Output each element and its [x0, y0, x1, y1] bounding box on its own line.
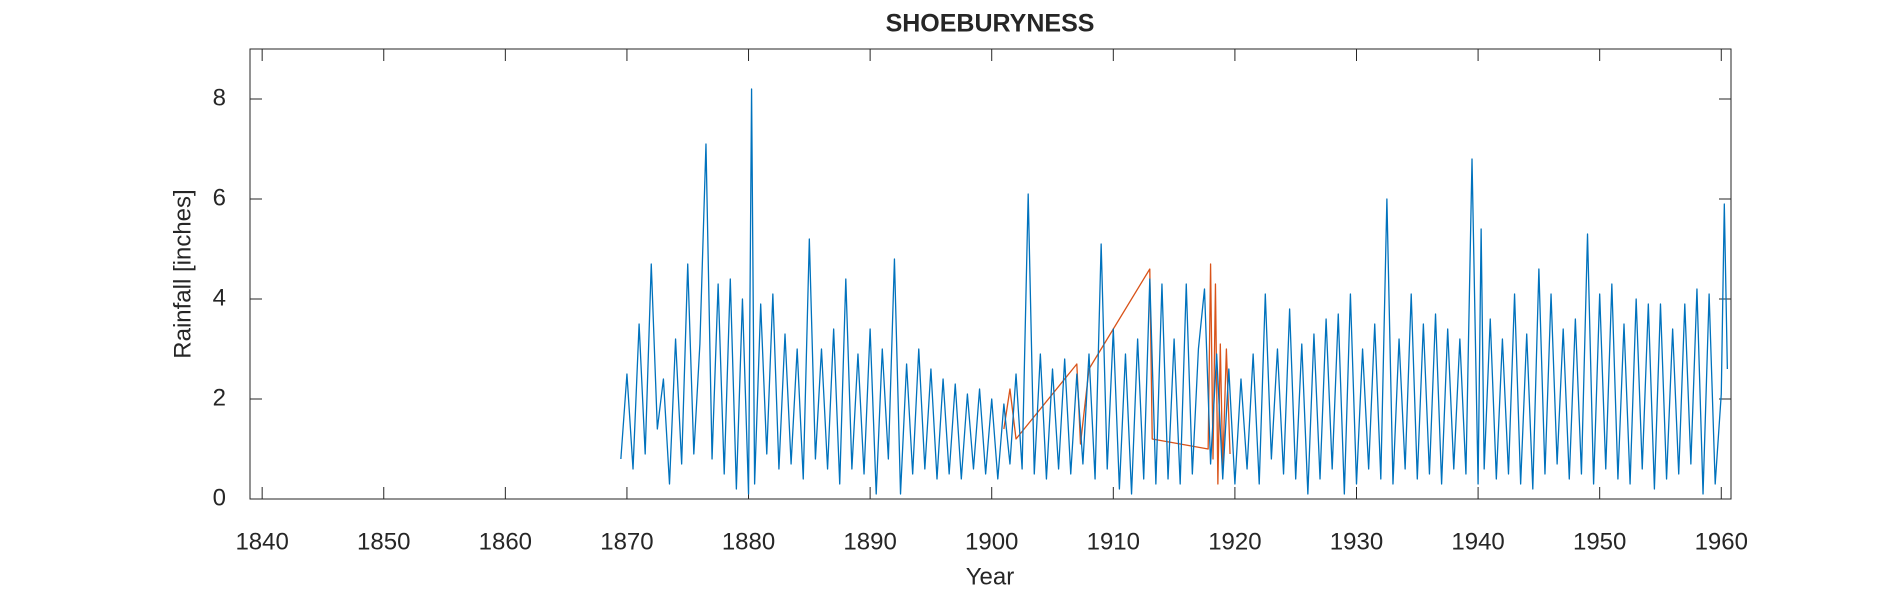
- plot-area: [249, 48, 1732, 500]
- x-tick-label: 1910: [1087, 528, 1140, 555]
- x-tick-label: 1940: [1451, 528, 1504, 555]
- x-tick-label: 1930: [1330, 528, 1383, 555]
- x-axis-label: Year: [966, 563, 1015, 590]
- x-tick-label: 1960: [1695, 528, 1748, 555]
- x-tick-label: 1860: [479, 528, 532, 555]
- rainfall-line: [1003, 263, 1231, 485]
- y-tick-label: 0: [213, 484, 226, 511]
- y-tick-label: 8: [213, 84, 226, 111]
- x-tick-label: 1850: [357, 528, 410, 555]
- x-tick-label: 1920: [1208, 528, 1261, 555]
- y-tick-label: 6: [213, 184, 226, 211]
- x-tick-label: 1890: [843, 528, 896, 555]
- x-tick-label: 1950: [1573, 528, 1626, 555]
- y-tick-label: 4: [213, 284, 226, 311]
- y-tick-label: 2: [213, 384, 226, 411]
- x-tick-label: 1900: [965, 528, 1018, 555]
- x-tick-label: 1840: [235, 528, 288, 555]
- chart-title: SHOEBURYNESS: [886, 10, 1095, 38]
- rainfall-line: [620, 88, 1728, 495]
- x-tick-label: 1870: [600, 528, 653, 555]
- y-axis-label: Rainfall [inches]: [169, 189, 196, 358]
- x-tick-label: 1880: [722, 528, 775, 555]
